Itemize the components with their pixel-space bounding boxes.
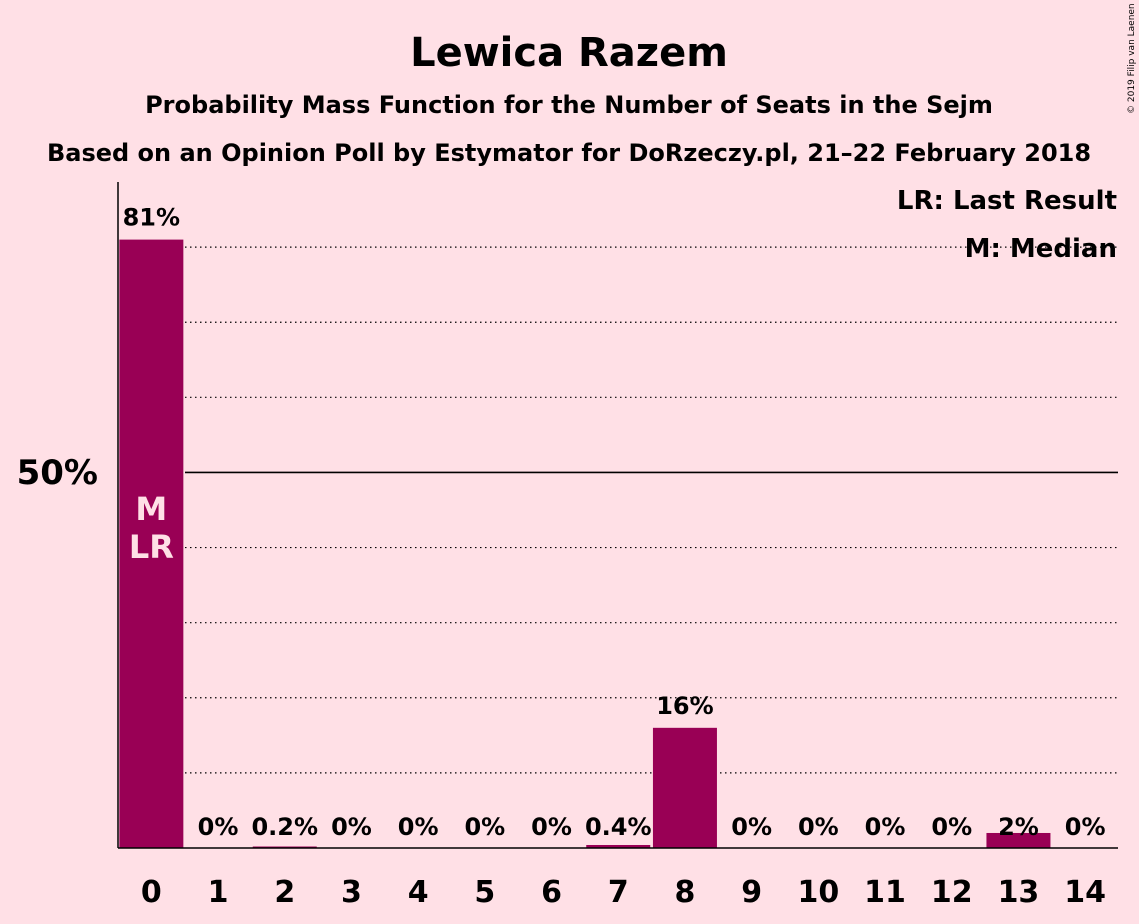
value-label-9: 0% — [731, 813, 772, 841]
x-tick-label-11: 11 — [864, 875, 906, 910]
value-label-6: 0% — [531, 813, 572, 841]
x-tick-label-3: 3 — [341, 875, 362, 910]
chart-subtitle-2: Based on an Opinion Poll by Estymator fo… — [47, 139, 1091, 167]
value-label-5: 0% — [464, 813, 505, 841]
value-label-11: 0% — [865, 813, 906, 841]
chart-title: Lewica Razem — [410, 30, 728, 76]
legend-last-result: LR: Last Result — [897, 186, 1117, 216]
x-tick-label-1: 1 — [208, 875, 229, 910]
copyright-text: © 2019 Filip van Laenen — [1127, 3, 1137, 114]
bar-8 — [652, 727, 717, 848]
value-label-2: 0.2% — [251, 813, 318, 841]
x-tick-label-4: 4 — [408, 875, 429, 910]
bar-13 — [986, 832, 1051, 848]
legend-median: M: Median — [965, 234, 1117, 264]
value-label-0: 81% — [123, 204, 180, 232]
x-tick-label-5: 5 — [474, 875, 495, 910]
x-tick-label-6: 6 — [541, 875, 562, 910]
x-tick-label-8: 8 — [675, 875, 696, 910]
y-tick-label-50: 50% — [17, 453, 98, 493]
value-label-14: 0% — [1065, 813, 1106, 841]
x-tick-label-13: 13 — [998, 875, 1040, 910]
bar-7 — [586, 844, 651, 848]
value-label-3: 0% — [331, 813, 372, 841]
bar-2 — [252, 846, 317, 848]
x-tick-label-0: 0 — [141, 875, 162, 910]
value-label-4: 0% — [398, 813, 439, 841]
bar-0 — [119, 239, 184, 849]
x-tick-label-10: 10 — [797, 875, 839, 910]
x-tick-label-2: 2 — [274, 875, 295, 910]
value-label-12: 0% — [931, 813, 972, 841]
x-tick-label-14: 14 — [1064, 875, 1106, 910]
bar-layer — [119, 239, 1051, 849]
grid-layer — [185, 246, 1118, 774]
chart-subtitle-1: Probability Mass Function for the Number… — [145, 91, 993, 119]
value-label-8: 16% — [656, 692, 713, 720]
in-bar-label-m: M — [135, 490, 167, 528]
value-label-7: 0.4% — [585, 813, 652, 841]
x-tick-label-12: 12 — [931, 875, 973, 910]
x-tick-label-9: 9 — [741, 875, 762, 910]
value-label-13: 2% — [998, 813, 1039, 841]
label-layer: 81% 0 0% 1 0.2% 2 0% 3 0% 4 0% 5 0% 6 0.4% 7 16% 8 0% 9 0% 10… — [123, 204, 1106, 910]
x-tick-label-7: 7 — [608, 875, 629, 910]
in-bar-label-lr: LR — [129, 528, 174, 566]
value-label-1: 0% — [198, 813, 239, 841]
value-label-10: 0% — [798, 813, 839, 841]
